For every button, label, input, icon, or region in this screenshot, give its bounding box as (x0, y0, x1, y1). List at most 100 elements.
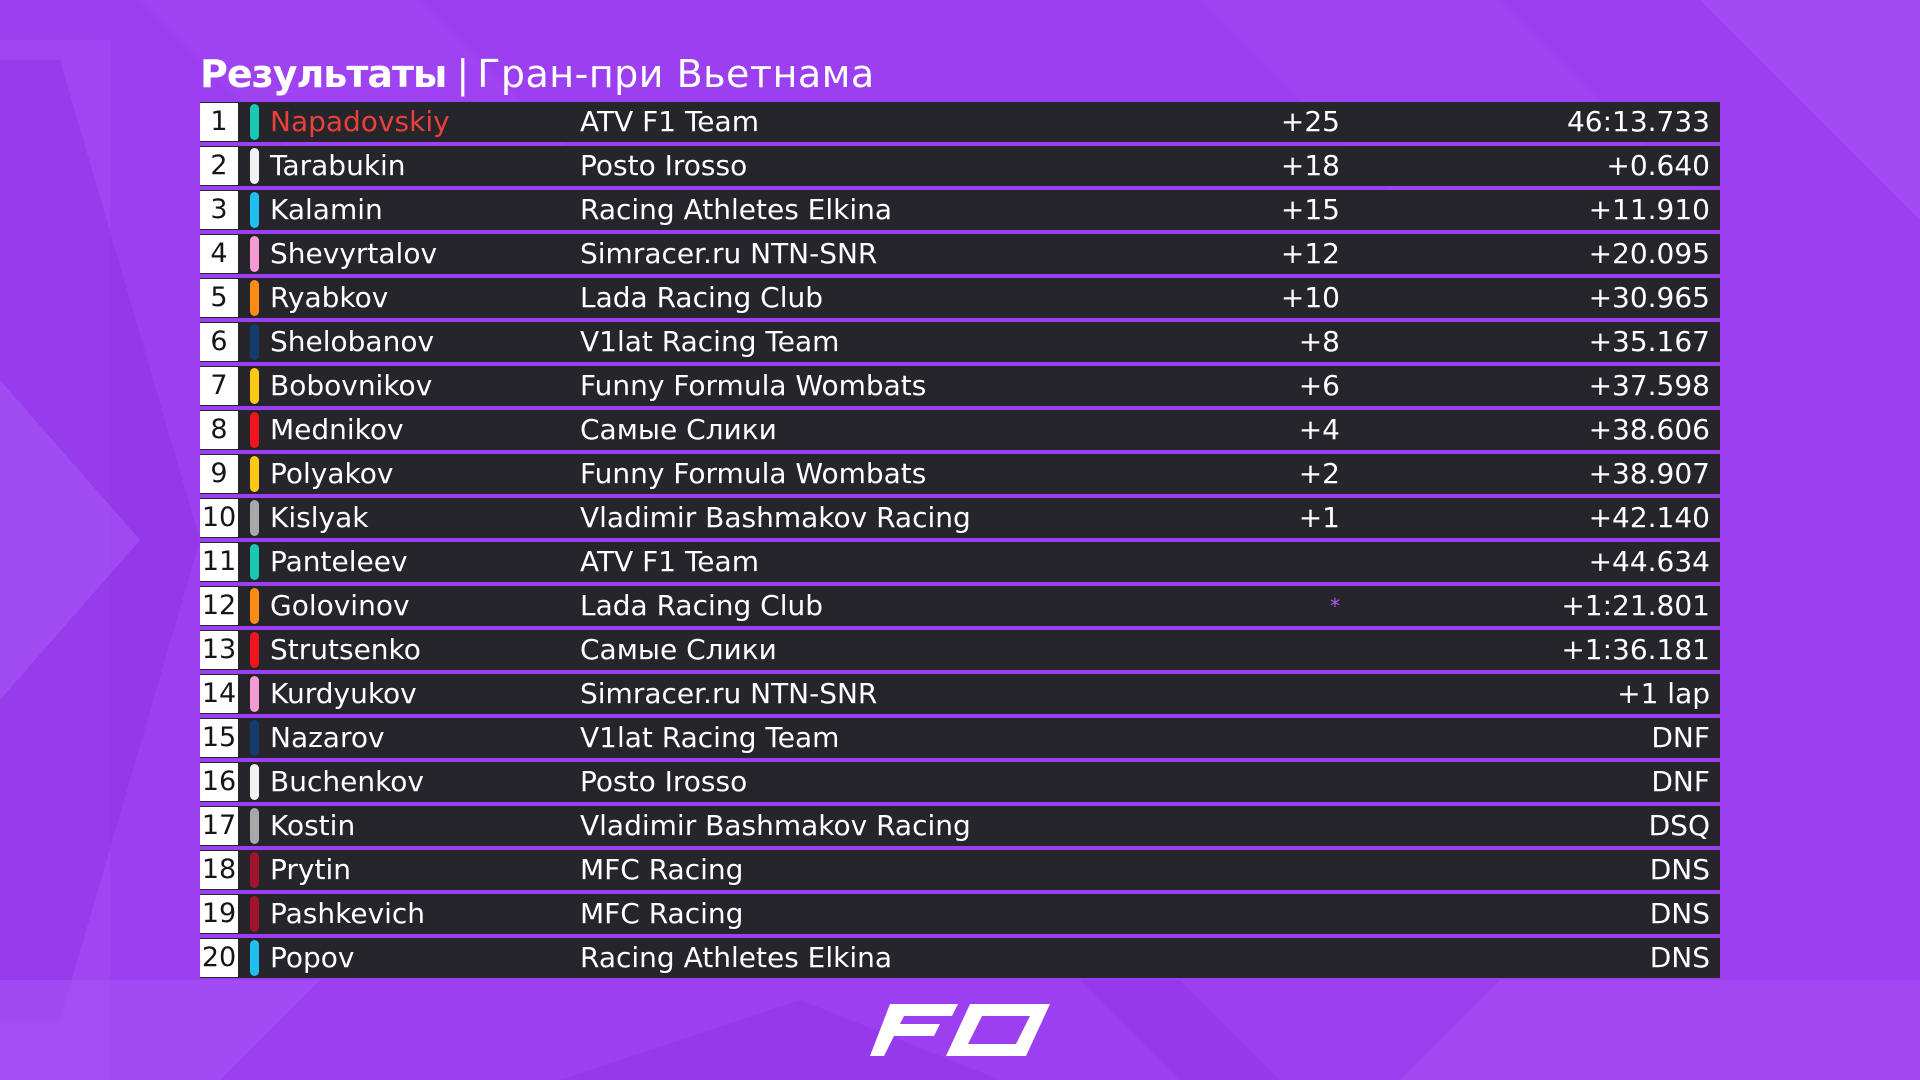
result-row: 1 Napadovskiy ATV F1 Team +25 46:13.733 (200, 102, 1720, 142)
team-name: Самые Слики (580, 633, 777, 666)
position-number: 16 (200, 763, 238, 801)
team-color-bar (250, 632, 259, 668)
points-gained (1240, 630, 1340, 670)
team-color-bar (250, 412, 259, 448)
result-row: 5 Ryabkov Lada Racing Club +10 +30.965 (200, 278, 1720, 318)
result-row: 7 Bobovnikov Funny Formula Wombats +6 +37.59… (200, 366, 1720, 406)
driver-name: Tarabukin (270, 149, 406, 182)
race-time: DNF (1651, 765, 1710, 798)
position-number: 5 (200, 279, 238, 317)
position-number: 8 (200, 411, 238, 449)
team-color-bar (250, 852, 259, 888)
driver-name: Mednikov (270, 413, 404, 446)
team-color-bar (250, 324, 259, 360)
driver-name: Panteleev (270, 545, 408, 578)
title-race-name: Гран-при Вьетнама (477, 52, 875, 96)
race-time: +0.640 (1606, 149, 1710, 182)
team-name: V1lat Racing Team (580, 721, 840, 754)
team-color-bar (250, 764, 259, 800)
team-color-bar (250, 456, 259, 492)
points-gained: +15 (1280, 193, 1340, 226)
position-number: 2 (200, 147, 238, 185)
team-color-bar (250, 808, 259, 844)
result-row: 10 Kislyak Vladimir Bashmakov Racing +1 +42.… (200, 498, 1720, 538)
team-name: MFC Racing (580, 897, 744, 930)
result-row: 4 Shevyrtalov Simracer.ru NTN-SNR +12 +20.09… (200, 234, 1720, 274)
team-color-bar (250, 896, 259, 932)
team-name: Racing Athletes Elkina (580, 193, 893, 226)
points-gained (1240, 850, 1340, 890)
team-color-bar (250, 720, 259, 756)
race-time: 46:13.733 (1566, 105, 1710, 138)
team-color-bar (250, 368, 259, 404)
driver-name: Napadovskiy (270, 105, 450, 138)
driver-name: Kostin (270, 809, 356, 842)
driver-name: Ryabkov (270, 281, 389, 314)
result-row: 17 Kostin Vladimir Bashmakov Racing DSQ (200, 806, 1720, 846)
points-gained (1240, 542, 1340, 582)
position-number: 4 (200, 235, 238, 273)
team-name: Lada Racing Club (580, 281, 824, 314)
team-color-bar (250, 148, 259, 184)
result-row: 20 Popov Racing Athletes Elkina DNS (200, 938, 1720, 978)
team-color-bar (250, 236, 259, 272)
race-time: +30.965 (1588, 281, 1710, 314)
driver-name: Shevyrtalov (270, 237, 438, 270)
result-row: 15 Nazarov V1lat Racing Team DNF (200, 718, 1720, 758)
team-name: Simracer.ru NTN-SNR (580, 677, 878, 710)
team-name: Posto Irosso (580, 765, 748, 798)
driver-name: Pashkevich (270, 897, 426, 930)
result-row: 12 Golovinov Lada Racing Club * +1:21.801 (200, 586, 1720, 626)
driver-name: Kurdyukov (270, 677, 417, 710)
points-gained: +10 (1280, 281, 1340, 314)
team-name: Vladimir Bashmakov Racing (580, 501, 971, 534)
position-number: 12 (200, 587, 238, 625)
result-row: 14 Kurdyukov Simracer.ru NTN-SNR +1 lap (200, 674, 1720, 714)
position-number: 6 (200, 323, 238, 361)
result-row: 19 Pashkevich MFC Racing DNS (200, 894, 1720, 934)
position-number: 17 (200, 807, 238, 845)
race-time: +38.606 (1588, 413, 1710, 446)
position-number: 7 (200, 367, 238, 405)
points-gained: +8 (1298, 325, 1340, 358)
points-gained (1240, 674, 1340, 714)
team-color-bar (250, 544, 259, 580)
fastest-lap-marker: * (1330, 594, 1340, 618)
title-separator: | (456, 52, 470, 96)
race-time: DNF (1651, 721, 1710, 754)
result-row: 18 Prytin MFC Racing DNS (200, 850, 1720, 890)
race-time: +38.907 (1588, 457, 1710, 490)
team-color-bar (250, 676, 259, 712)
team-name: Funny Formula Wombats (580, 369, 927, 402)
race-time: +44.634 (1588, 545, 1710, 578)
position-number: 14 (200, 675, 238, 713)
team-name: Posto Irosso (580, 149, 748, 182)
driver-name: Nazarov (270, 721, 385, 754)
team-name: ATV F1 Team (580, 105, 759, 138)
fo-logo (870, 1004, 1050, 1056)
points-gained: +25 (1280, 105, 1340, 138)
driver-name: Golovinov (270, 589, 410, 622)
position-number: 19 (200, 895, 238, 933)
result-row: 9 Polyakov Funny Formula Wombats +2 +38.907 (200, 454, 1720, 494)
position-number: 1 (200, 103, 238, 141)
result-row: 11 Panteleev ATV F1 Team +44.634 (200, 542, 1720, 582)
result-row: 2 Tarabukin Posto Irosso +18 +0.640 (200, 146, 1720, 186)
race-time: +35.167 (1588, 325, 1710, 358)
race-time: +11.910 (1588, 193, 1710, 226)
team-name: ATV F1 Team (580, 545, 759, 578)
race-time: DNS (1649, 897, 1710, 930)
team-color-bar (250, 192, 259, 228)
team-name: V1lat Racing Team (580, 325, 840, 358)
position-number: 15 (200, 719, 238, 757)
points-gained (1240, 894, 1340, 934)
team-name: Simracer.ru NTN-SNR (580, 237, 878, 270)
team-name: Racing Athletes Elkina (580, 941, 893, 974)
points-gained: +18 (1280, 149, 1340, 182)
driver-name: Popov (270, 941, 355, 974)
driver-name: Strutsenko (270, 633, 421, 666)
team-name: Lada Racing Club (580, 589, 824, 622)
team-color-bar (250, 588, 259, 624)
result-row: 6 Shelobanov V1lat Racing Team +8 +35.167 (200, 322, 1720, 362)
result-row: 3 Kalamin Racing Athletes Elkina +15 +11.910 (200, 190, 1720, 230)
